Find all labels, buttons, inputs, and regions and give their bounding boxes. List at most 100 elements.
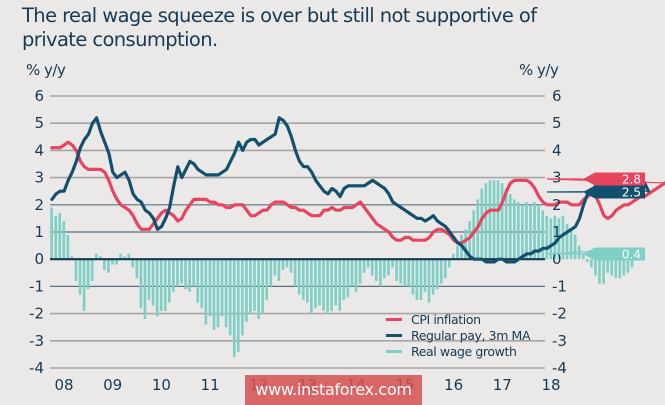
real-wage-bar xyxy=(208,259,212,317)
real-wage-bar xyxy=(573,234,577,260)
real-wage-bar xyxy=(484,183,488,260)
x-tick-label: 10 xyxy=(152,376,171,394)
real-wage-bar xyxy=(155,259,159,317)
real-wage-bar xyxy=(492,180,496,260)
real-wage-bar xyxy=(265,259,269,300)
real-wage-bar xyxy=(54,215,58,260)
real-wage-bar xyxy=(277,259,281,281)
real-wage-bar xyxy=(236,259,240,352)
real-wage-bar xyxy=(411,259,415,295)
real-wage-bar xyxy=(529,204,532,260)
real-wage-bar xyxy=(553,215,557,260)
real-wage-bar xyxy=(314,259,317,309)
y-tick-label-right: 2 xyxy=(552,196,562,214)
legend-item-real-wage: Real wage growth xyxy=(386,343,530,359)
real-wage-bar xyxy=(310,259,313,314)
real-wage-bar xyxy=(602,259,605,284)
y-axis-unit-left: % y/y xyxy=(26,61,66,79)
chart-title: The real wage squeeze is over but still … xyxy=(22,4,537,51)
real-wage-bar xyxy=(78,259,82,295)
real-wage-bar xyxy=(103,259,106,271)
real-wage-bar xyxy=(269,259,273,287)
real-wage-bar xyxy=(448,259,451,268)
real-wage-bar xyxy=(192,259,195,287)
watermark: www.instaforex.com xyxy=(245,375,422,405)
real-wage-bar xyxy=(245,259,248,322)
y-tick-label-right: -4 xyxy=(552,359,567,377)
real-wage-bar xyxy=(326,259,329,314)
real-wage-bar xyxy=(135,259,139,279)
y-tick-label-right: -1 xyxy=(552,277,567,295)
real-wage-bar xyxy=(342,259,346,300)
real-wage-bar xyxy=(261,259,264,314)
real-wage-bar xyxy=(452,253,455,260)
real-wage-bar xyxy=(188,259,191,292)
real-wage-bar xyxy=(143,259,147,320)
real-wage-bar xyxy=(123,256,127,260)
real-wage-bar xyxy=(618,259,622,279)
real-wage-bar xyxy=(180,259,183,284)
real-wage-bar xyxy=(423,259,427,292)
real-wage-bar xyxy=(610,259,614,276)
real-wage-bar xyxy=(224,259,228,328)
x-tick-label: 18 xyxy=(541,376,560,394)
end-value-flags: 2.82.5 0.4 xyxy=(546,172,665,262)
real-wage-bar xyxy=(241,259,244,336)
real-wage-bar xyxy=(431,259,435,295)
real-wage-bar xyxy=(598,259,601,284)
flag-value: 2.5 xyxy=(622,186,641,200)
real-wage-bar xyxy=(346,259,350,298)
flag-tag xyxy=(583,185,645,199)
real-wage-bar xyxy=(395,259,398,281)
real-wage-bar xyxy=(630,259,634,268)
real-wage-bar xyxy=(399,259,402,284)
real-wage-bar xyxy=(549,218,553,260)
real-wage-bar xyxy=(212,259,216,330)
y-tick-label-right: -2 xyxy=(552,305,567,323)
real-wage-bar xyxy=(305,259,309,303)
real-wage-bar xyxy=(586,259,589,262)
real-wage-bar xyxy=(383,259,386,279)
real-wage-bar xyxy=(285,259,289,268)
real-wage-bar xyxy=(107,259,110,273)
real-wage-bar xyxy=(354,259,358,292)
real-wage-bar xyxy=(253,259,256,311)
real-wage-bar xyxy=(232,259,236,358)
gridlines xyxy=(50,95,545,369)
real-wage-bar xyxy=(500,183,504,260)
real-wage-bar xyxy=(301,259,305,300)
x-tick-label: 11 xyxy=(201,376,220,394)
real-wage-bar xyxy=(496,180,500,260)
real-wage-bar xyxy=(512,199,516,260)
real-wage-bar xyxy=(464,229,467,260)
real-wage-bar xyxy=(216,259,220,328)
real-wage-bar xyxy=(488,180,492,260)
real-wage-bar xyxy=(366,259,370,268)
real-wage-bar xyxy=(70,256,74,260)
real-wage-bar xyxy=(338,259,342,311)
real-wage-bar xyxy=(581,253,585,260)
real-wage-bar xyxy=(541,210,545,260)
real-wage-bar xyxy=(350,259,354,287)
real-wage-bar xyxy=(220,259,224,317)
real-wage-bar xyxy=(330,259,333,311)
real-wage-bar xyxy=(622,259,626,276)
y-axis-unit-right: % y/y xyxy=(519,61,559,79)
legend-label-cpi: CPI inflation xyxy=(411,311,481,327)
y-tick-label-right: 5 xyxy=(552,114,562,132)
real-wage-bar xyxy=(74,259,78,281)
real-wage-bar xyxy=(62,221,66,260)
real-wage-bar xyxy=(289,259,293,273)
real-wage-bar xyxy=(403,259,407,287)
real-wage-bar xyxy=(439,259,443,284)
real-wage-bar xyxy=(99,256,102,260)
real-wage-bar xyxy=(204,259,208,325)
y-tick-label-right: 6 xyxy=(552,87,562,105)
real-wage-bar xyxy=(318,259,321,306)
y-ticks-right: 6 5 4 3 2 1 0 -1 -2 -3 -4 xyxy=(552,87,567,377)
real-wage-bar xyxy=(322,259,325,311)
y-tick-label-left: -2 xyxy=(29,305,44,323)
real-wage-bar xyxy=(131,259,135,268)
real-wage-bar xyxy=(293,259,297,287)
